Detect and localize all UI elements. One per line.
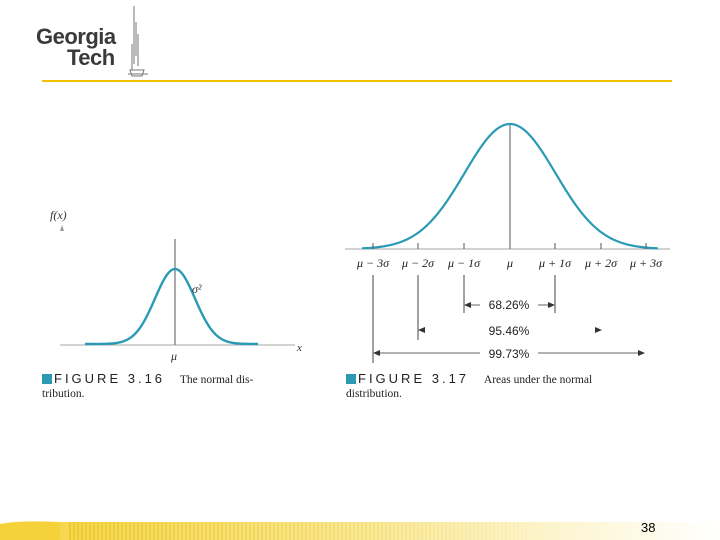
top-rule — [42, 80, 672, 82]
caption-square-icon — [42, 374, 52, 384]
figure-number: FIGURE 3.16 — [54, 371, 166, 386]
tick-label: μ + 2σ — [584, 256, 618, 270]
caption-3-17: FIGURE 3.17 Areas under the normal distr… — [346, 372, 592, 401]
tick-label: μ − 2σ — [401, 256, 435, 270]
caption-3-16: FIGURE 3.16 The normal dis- tribution. — [42, 372, 253, 401]
caption-text-1: The normal dis- — [179, 374, 254, 386]
tick-label: μ − 1σ — [447, 256, 481, 270]
tick-label: μ — [506, 256, 513, 270]
figure-number: FIGURE 3.17 — [358, 371, 470, 386]
arrow-68 — [464, 297, 555, 311]
sigma-label: σ² — [192, 282, 202, 296]
logo-georgia: Georgia — [36, 24, 116, 49]
tick-label: μ + 1σ — [538, 256, 572, 270]
arrow-95 — [418, 327, 602, 333]
caption-text-2: tribution. — [42, 388, 85, 400]
tick-marks — [372, 243, 647, 249]
tick-labels: μ − 3σ μ − 2σ μ − 1σ μ μ + 1σ μ + 2σ μ + 3σ — [356, 256, 663, 270]
logo-tech: Tech — [67, 45, 115, 70]
caption-text-2: distribution. — [346, 388, 402, 400]
y-arrow-icon — [60, 225, 64, 231]
tech-tower-icon — [128, 6, 148, 77]
page-number: 38 — [641, 520, 656, 535]
pct-99-label: 99.73% — [489, 347, 530, 361]
pct-95-label: 95.46% — [489, 324, 530, 338]
figure-3-17: μ − 3σ μ − 2σ μ − 1σ μ μ + 1σ μ + 2σ μ + 3σ 68… — [345, 122, 670, 363]
pct-68-label: 68.26% — [489, 298, 530, 312]
arrow-99 — [373, 345, 645, 359]
x-axis-label: x — [296, 342, 302, 354]
tick-label: μ − 3σ — [356, 256, 390, 270]
y-axis-label: f(x) — [50, 208, 67, 222]
normal-curve — [85, 267, 259, 346]
figure-3-16: f(x) σ² μ x — [50, 208, 302, 363]
normal-curve — [361, 122, 659, 250]
mu-label: μ — [170, 349, 177, 363]
caption-text-1: Areas under the normal — [483, 374, 593, 386]
bottom-stripe — [0, 521, 720, 540]
caption-square-icon — [346, 374, 356, 384]
tick-label: μ + 3σ — [629, 256, 663, 270]
